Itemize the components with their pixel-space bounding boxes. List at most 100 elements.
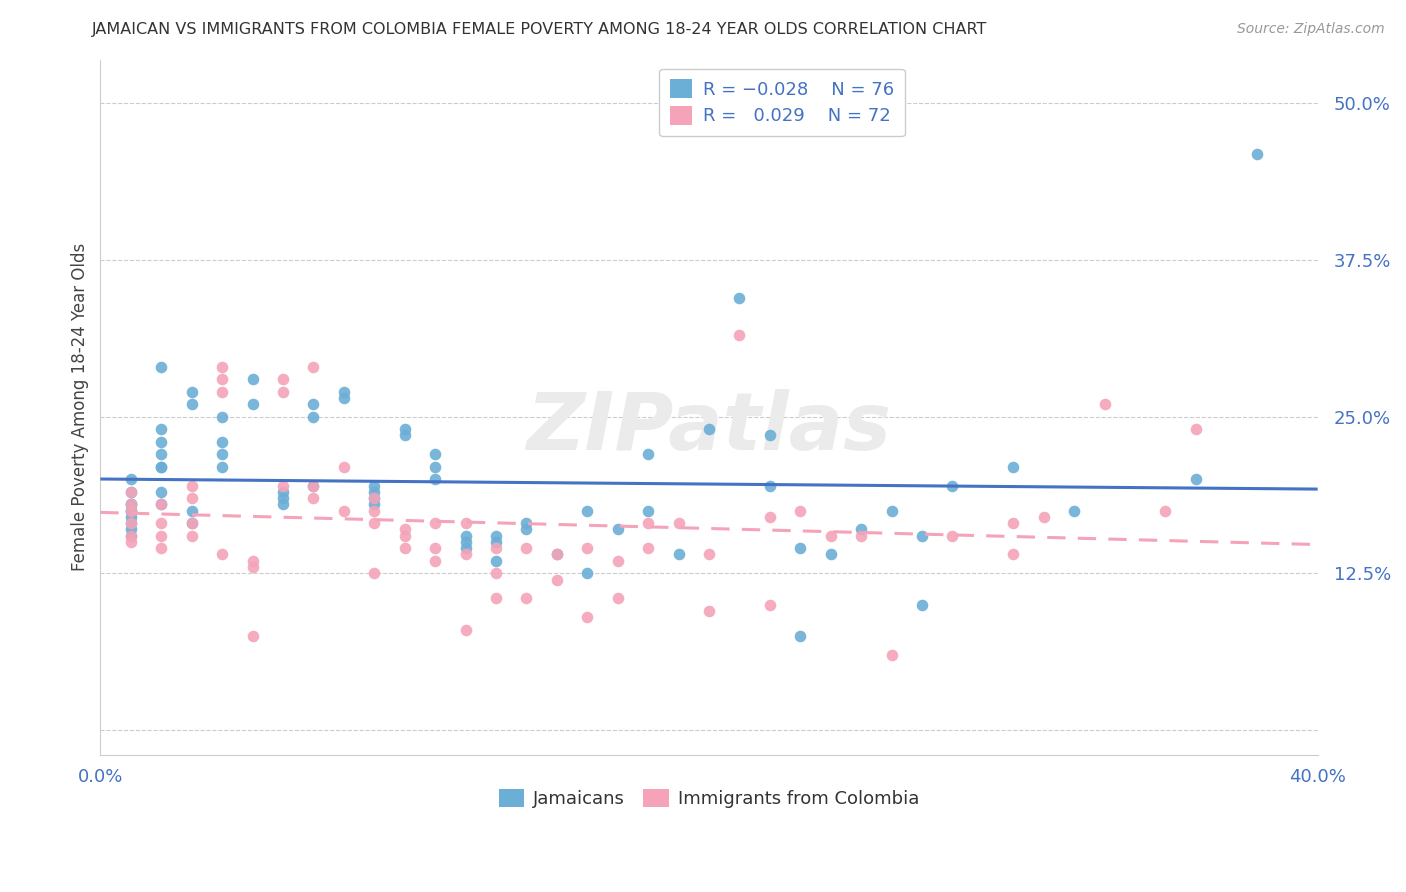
Point <box>485 591 508 606</box>
Point <box>880 648 903 662</box>
Point <box>1032 509 1054 524</box>
Text: ZIPatlas: ZIPatlas <box>526 389 891 467</box>
Point <box>150 497 173 511</box>
Point <box>485 554 508 568</box>
Point <box>242 560 264 574</box>
Point <box>180 516 202 530</box>
Point <box>606 554 628 568</box>
Point <box>150 459 173 474</box>
Point <box>180 529 202 543</box>
Point <box>363 516 385 530</box>
Point <box>697 548 720 562</box>
Point <box>485 566 508 581</box>
Point <box>333 384 356 399</box>
Point <box>120 497 142 511</box>
Point <box>1185 422 1208 436</box>
Point <box>759 478 782 492</box>
Point <box>180 384 202 399</box>
Point <box>394 428 416 442</box>
Point <box>150 459 173 474</box>
Point <box>637 503 659 517</box>
Point <box>485 529 508 543</box>
Point <box>394 529 416 543</box>
Point <box>211 459 233 474</box>
Point <box>180 397 202 411</box>
Point <box>759 428 782 442</box>
Point <box>454 548 477 562</box>
Point <box>150 529 173 543</box>
Point <box>637 516 659 530</box>
Point <box>606 522 628 536</box>
Point <box>515 591 537 606</box>
Point <box>150 434 173 449</box>
Point <box>211 359 233 374</box>
Point <box>120 516 142 530</box>
Point <box>120 516 142 530</box>
Point <box>1063 503 1085 517</box>
Point <box>789 503 811 517</box>
Point <box>120 503 142 517</box>
Point <box>576 610 599 624</box>
Point <box>515 522 537 536</box>
Y-axis label: Female Poverty Among 18-24 Year Olds: Female Poverty Among 18-24 Year Olds <box>72 244 89 572</box>
Point <box>911 598 934 612</box>
Point <box>849 522 872 536</box>
Point <box>423 459 446 474</box>
Point <box>211 447 233 461</box>
Point <box>150 422 173 436</box>
Point <box>1094 397 1116 411</box>
Point <box>759 509 782 524</box>
Point <box>789 629 811 643</box>
Point <box>697 604 720 618</box>
Point <box>637 447 659 461</box>
Point <box>911 529 934 543</box>
Point <box>1002 548 1025 562</box>
Text: Source: ZipAtlas.com: Source: ZipAtlas.com <box>1237 22 1385 37</box>
Point <box>576 503 599 517</box>
Point <box>120 497 142 511</box>
Point <box>1154 503 1177 517</box>
Point <box>120 484 142 499</box>
Point <box>120 472 142 486</box>
Point <box>546 548 568 562</box>
Point <box>120 535 142 549</box>
Point <box>211 548 233 562</box>
Point <box>423 516 446 530</box>
Point <box>485 541 508 556</box>
Point <box>333 391 356 405</box>
Point <box>363 566 385 581</box>
Point <box>363 491 385 505</box>
Point <box>180 491 202 505</box>
Point <box>271 384 294 399</box>
Point <box>150 447 173 461</box>
Point <box>423 554 446 568</box>
Point <box>363 478 385 492</box>
Point <box>454 535 477 549</box>
Point <box>1185 472 1208 486</box>
Point <box>302 359 325 374</box>
Point <box>211 384 233 399</box>
Point <box>941 529 963 543</box>
Point <box>363 503 385 517</box>
Point <box>242 554 264 568</box>
Point <box>180 503 202 517</box>
Point <box>242 397 264 411</box>
Point <box>150 484 173 499</box>
Point <box>302 491 325 505</box>
Point <box>546 548 568 562</box>
Point <box>211 372 233 386</box>
Point <box>880 503 903 517</box>
Point <box>120 484 142 499</box>
Point <box>271 372 294 386</box>
Point <box>150 359 173 374</box>
Legend: Jamaicans, Immigrants from Colombia: Jamaicans, Immigrants from Colombia <box>492 781 927 815</box>
Point <box>363 484 385 499</box>
Point <box>180 478 202 492</box>
Point <box>423 447 446 461</box>
Point <box>302 478 325 492</box>
Point <box>120 503 142 517</box>
Point <box>515 516 537 530</box>
Point <box>120 509 142 524</box>
Point <box>180 516 202 530</box>
Point <box>394 422 416 436</box>
